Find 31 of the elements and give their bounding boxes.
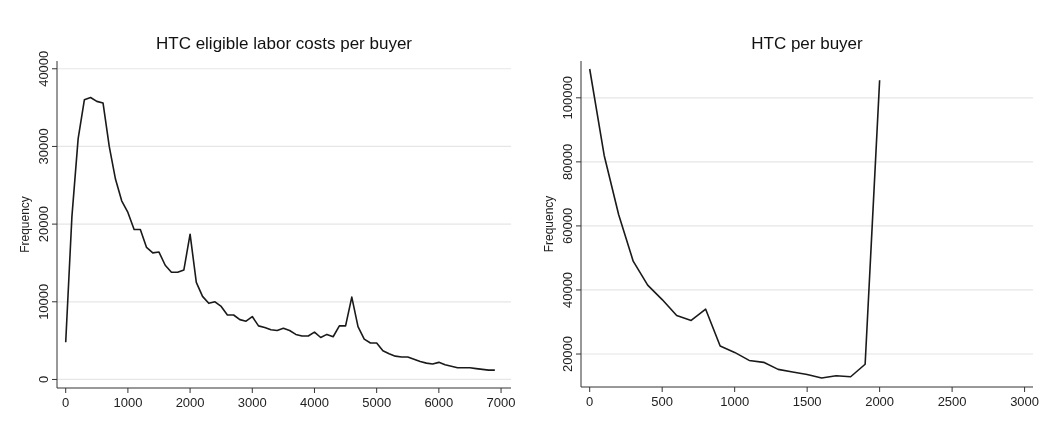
x-tick-label: 2500 [937, 394, 967, 409]
x-tick-label: 7000 [486, 395, 516, 410]
x-tick-label: 3000 [237, 395, 267, 410]
x-tick-label: 1500 [792, 394, 822, 409]
y-axis-title: Frequency [542, 195, 556, 253]
y-tick-label: 30000 [36, 128, 51, 165]
line-series [588, 68, 881, 379]
x-tick-label: 0 [62, 395, 70, 410]
y-tick-label: 40000 [36, 50, 51, 87]
y-axis-title: Frequency [18, 196, 32, 253]
x-tick-label: 3000 [1010, 394, 1040, 409]
y-tick-label: 10000 [36, 283, 51, 320]
x-tick-label: 5000 [362, 395, 392, 410]
x-tick-label: 500 [651, 394, 674, 409]
chart-title: HTC per buyer [751, 34, 864, 53]
y-tick-label: 20000 [36, 206, 51, 243]
x-tick-label: 4000 [300, 395, 329, 410]
x-tick-label: 2000 [865, 394, 895, 409]
x-tick-label: 1000 [720, 394, 750, 409]
y-tick-label: 80000 [560, 143, 575, 180]
x-tick-label: 6000 [424, 395, 454, 410]
y-tick-label: 60000 [560, 207, 575, 244]
chart-title: HTC eligible labor costs per buyer [155, 34, 413, 53]
x-tick-label: 2000 [175, 395, 205, 410]
x-tick-label: 0 [586, 394, 594, 409]
y-tick-label: 0 [36, 375, 51, 384]
line-series [64, 96, 496, 371]
y-tick-label: 40000 [560, 271, 575, 309]
y-tick-label: 100000 [560, 76, 575, 120]
y-tick-label: 20000 [560, 335, 575, 373]
x-tick-label: 1000 [113, 395, 143, 410]
